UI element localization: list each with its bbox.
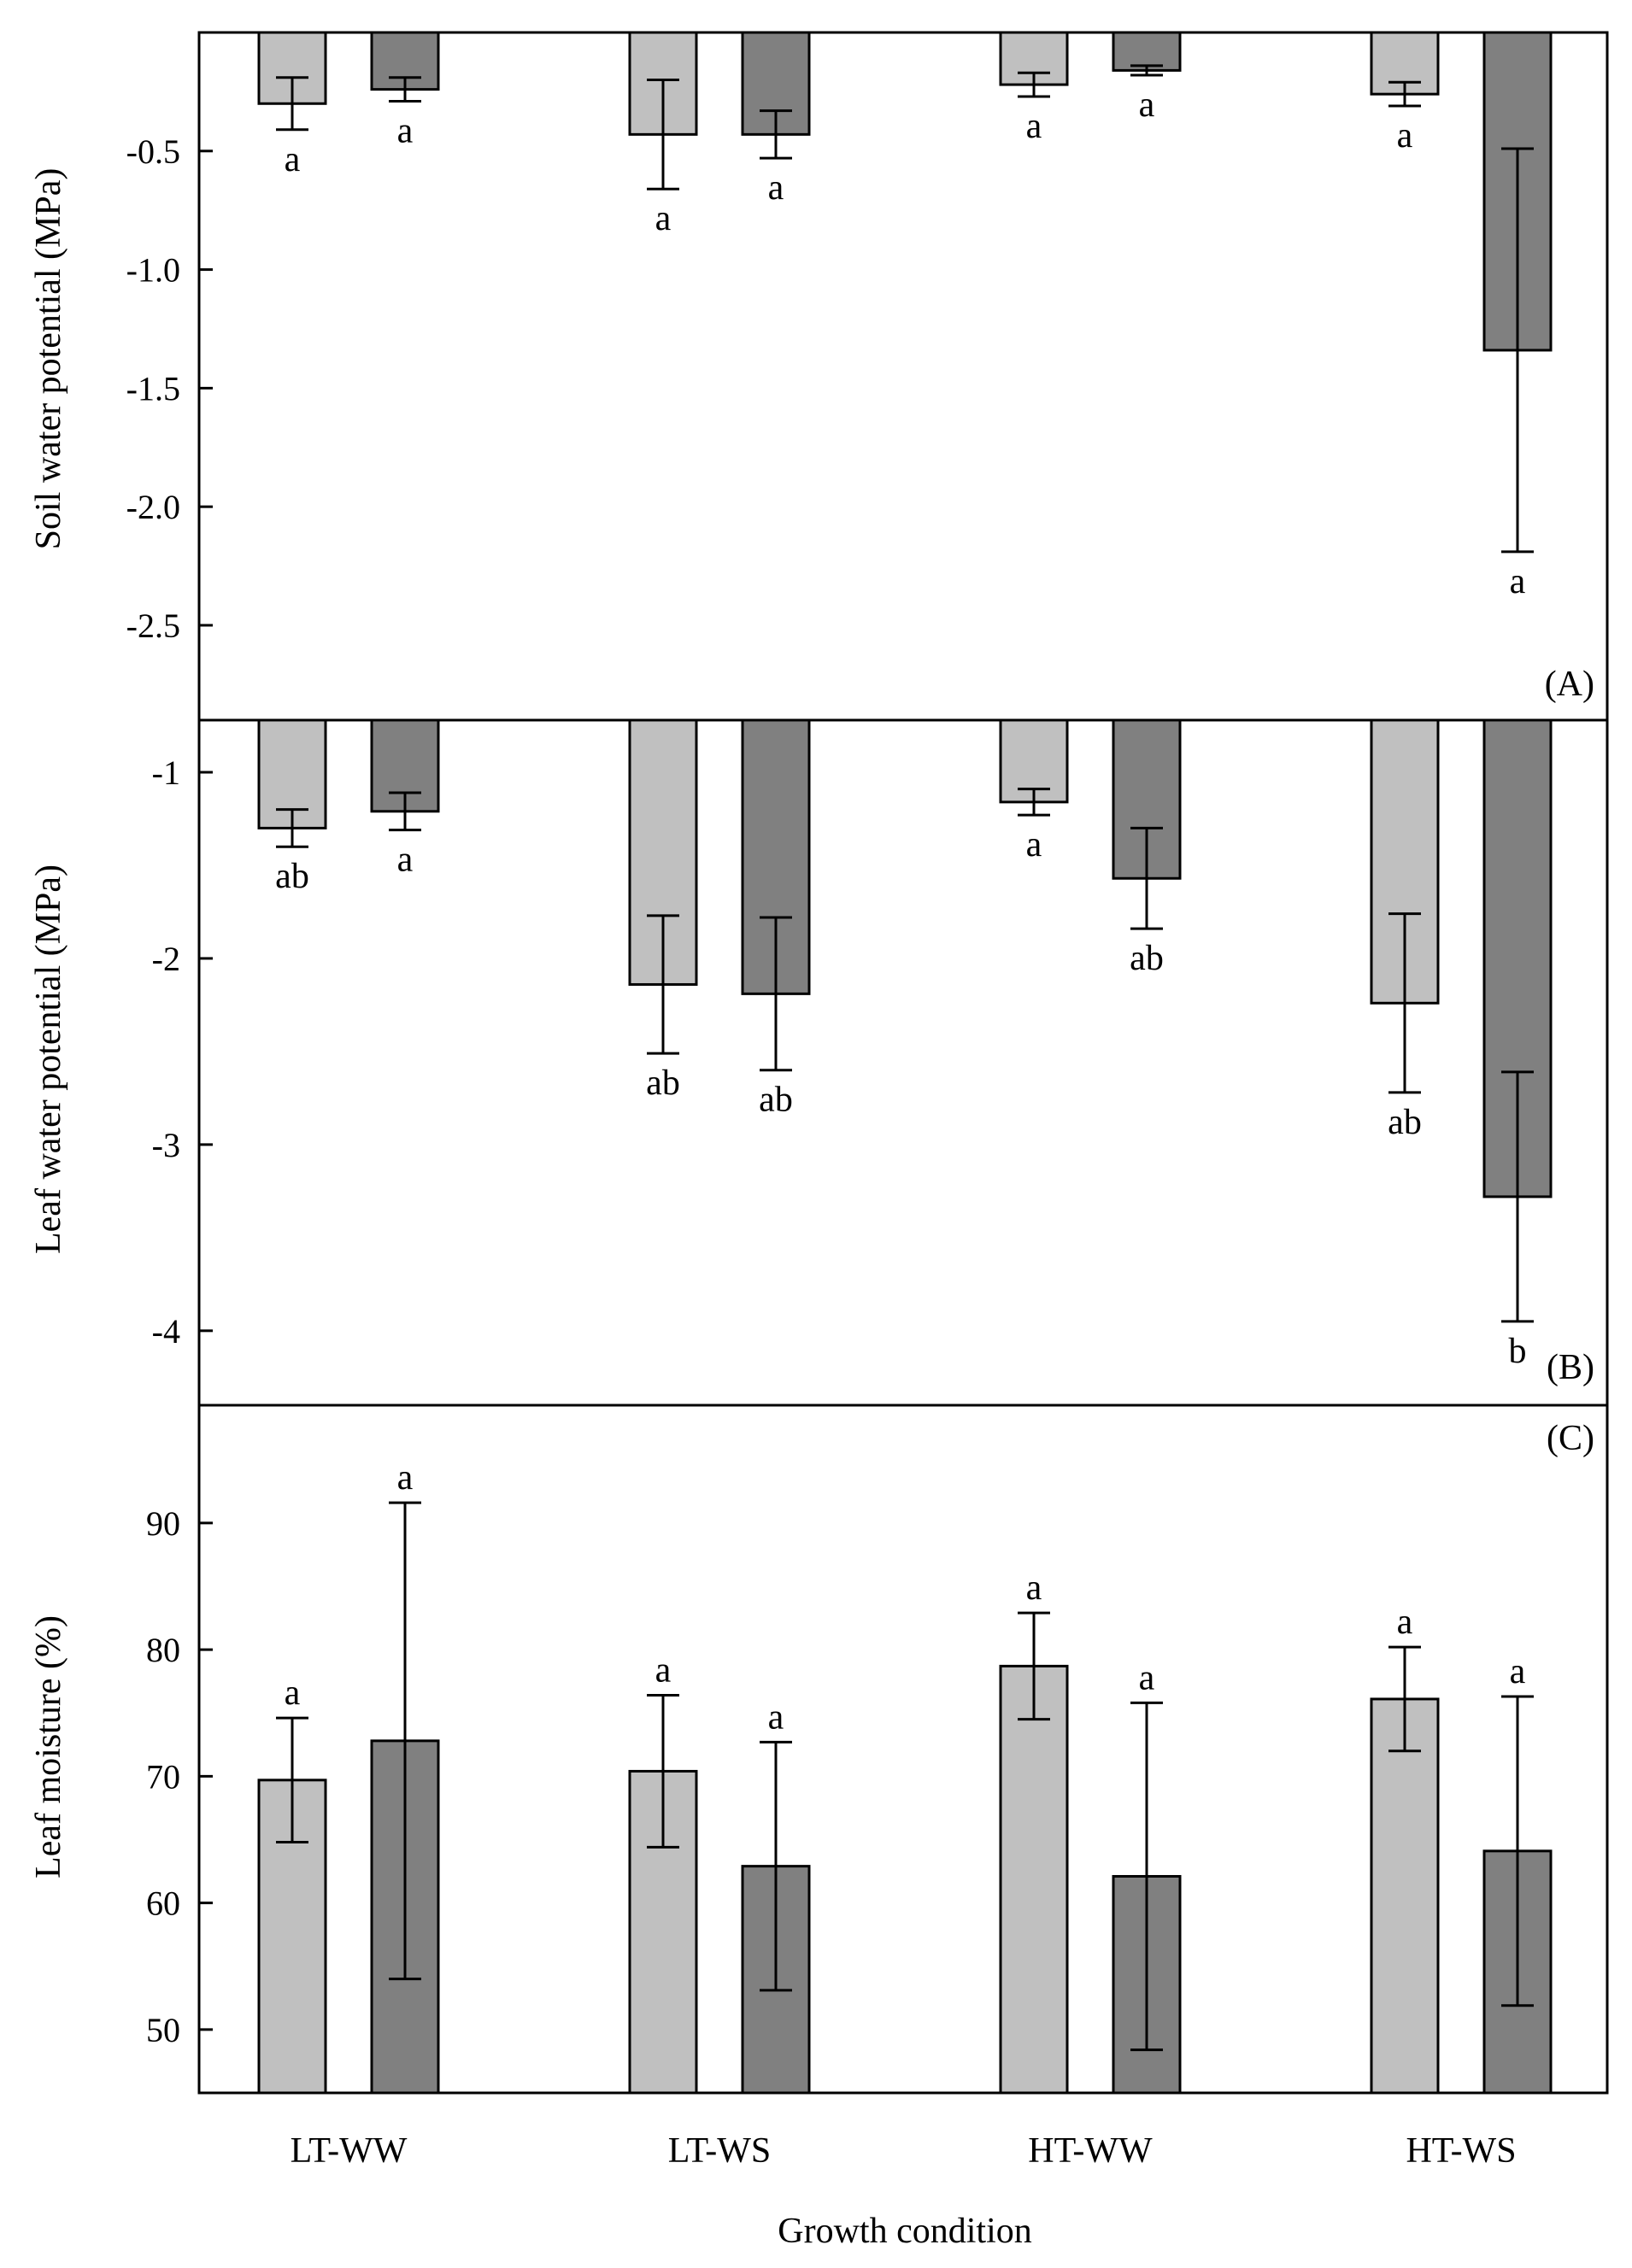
panel-a-y-tick-label: -2.0 xyxy=(126,488,180,526)
panel-a-y-tick-label: -2.5 xyxy=(126,607,180,645)
panel-c-tag: (C) xyxy=(1547,1419,1594,1458)
panel-a-bars: a a a a a a a a xyxy=(257,31,1553,601)
panel-c-significance-letter: a xyxy=(1510,1652,1526,1691)
panel-c-y-tick-label: 50 xyxy=(146,2011,180,2049)
panel-a-tag: (A) xyxy=(1545,665,1594,704)
panel-c-y-tick-label: 90 xyxy=(146,1504,180,1543)
panel-b-significance-letter: ab xyxy=(275,857,309,896)
panel-b-significance-letter: ab xyxy=(759,1081,793,1120)
x-category-label: HT-WW xyxy=(1028,2131,1153,2171)
panel-c-bars: a a a a a a a a xyxy=(257,1458,1553,2095)
x-category-label: LT-WW xyxy=(291,2131,408,2171)
panel-b-significance-letter: ab xyxy=(646,1064,680,1103)
panel-a-significance-letter: a xyxy=(1026,107,1042,146)
panel-b-significance-letter: ab xyxy=(1130,939,1164,978)
panel-b-bars: ab ab a ab a ab ab b xyxy=(257,718,1553,1371)
panel-c-bar-light xyxy=(999,1664,1069,2095)
plot-frame xyxy=(197,31,1609,2095)
panel-c-bar-light xyxy=(1370,1697,1440,2095)
panel-c-significance-letter: a xyxy=(1139,1658,1155,1697)
panel-c-y-tick-label: 80 xyxy=(146,1631,180,1669)
panel-b-y-tick-label: -1 xyxy=(152,753,180,792)
x-category-label: HT-WS xyxy=(1406,2131,1516,2171)
panel-b-y-ticks: -1 -2 -3 -4 xyxy=(152,753,213,1351)
panel-a-significance-letter: a xyxy=(285,140,301,179)
panel-c-significance-letter: a xyxy=(1397,1603,1413,1642)
panel-a-y-ticks: -0.5 -1.0 -1.5 -2.0 -2.5 xyxy=(126,132,213,645)
panel-b-y-tick-label: -3 xyxy=(152,1126,180,1164)
panel-c-significance-letter: a xyxy=(768,1697,784,1737)
x-axis-title: Growth condition xyxy=(778,2212,1031,2251)
panel-a-bar-dark xyxy=(1112,31,1182,72)
panel-b-significance-letter: a xyxy=(397,841,414,880)
panel-b-significance-letter: a xyxy=(1026,825,1042,864)
panel-c-y-axis-title: Leaf moisture (%) xyxy=(29,1615,68,1878)
panel-b-y-axis-title: Leaf water potential (MPa) xyxy=(29,864,68,1254)
panel-b-significance-letter: ab xyxy=(1388,1103,1422,1142)
panel-a-y-tick-label: -0.5 xyxy=(126,132,180,171)
panel-a-y-tick-label: -1.5 xyxy=(126,369,180,407)
panel-a-significance-letter: a xyxy=(768,168,784,208)
panel-c-y-ticks: 50 60 70 80 90 xyxy=(146,1504,213,2049)
panel-a-y-axis-title: Soil water potential (MPa) xyxy=(29,168,68,550)
panel-b-y-tick-label: -4 xyxy=(152,1312,180,1351)
panel-c-y-tick-label: 60 xyxy=(146,1884,180,1923)
panel-a-significance-letter: a xyxy=(655,199,672,238)
panel-c-y-tick-label: 70 xyxy=(146,1757,180,1796)
panel-b-tag: (B) xyxy=(1547,1348,1594,1387)
panel-a-significance-letter: a xyxy=(1139,85,1155,125)
panel-c-significance-letter: a xyxy=(285,1673,301,1713)
panel-a-significance-letter: a xyxy=(1510,562,1526,601)
panel-b-leaf-water-potential: ab ab a ab a ab ab b -1 -2 -3 -4 Leaf water potent… xyxy=(29,718,1594,1387)
panel-c-significance-letter: a xyxy=(397,1458,414,1497)
panel-b-y-tick-label: -2 xyxy=(152,940,180,978)
panel-a-significance-letter: a xyxy=(1397,116,1413,155)
panel-a-significance-letter: a xyxy=(397,112,414,151)
x-axis-category-labels: LT-WW LT-WS HT-WW HT-WS xyxy=(291,2131,1517,2171)
panel-a-y-tick-label: -1.0 xyxy=(126,251,180,290)
panel-c-leaf-moisture: a a a a a a a a 50 60 70 80 90 Leaf moisture (%) (C… xyxy=(29,1419,1594,2095)
panel-b-significance-letter: b xyxy=(1509,1332,1527,1371)
panel-a-soil-water-potential: a a a a a a a a -0.5 -1.0 -1.5 -2.0 -2.5 Soil water… xyxy=(29,31,1594,704)
panel-c-significance-letter: a xyxy=(655,1650,672,1690)
x-category-label: LT-WS xyxy=(668,2131,772,2171)
panel-c-significance-letter: a xyxy=(1026,1568,1042,1608)
